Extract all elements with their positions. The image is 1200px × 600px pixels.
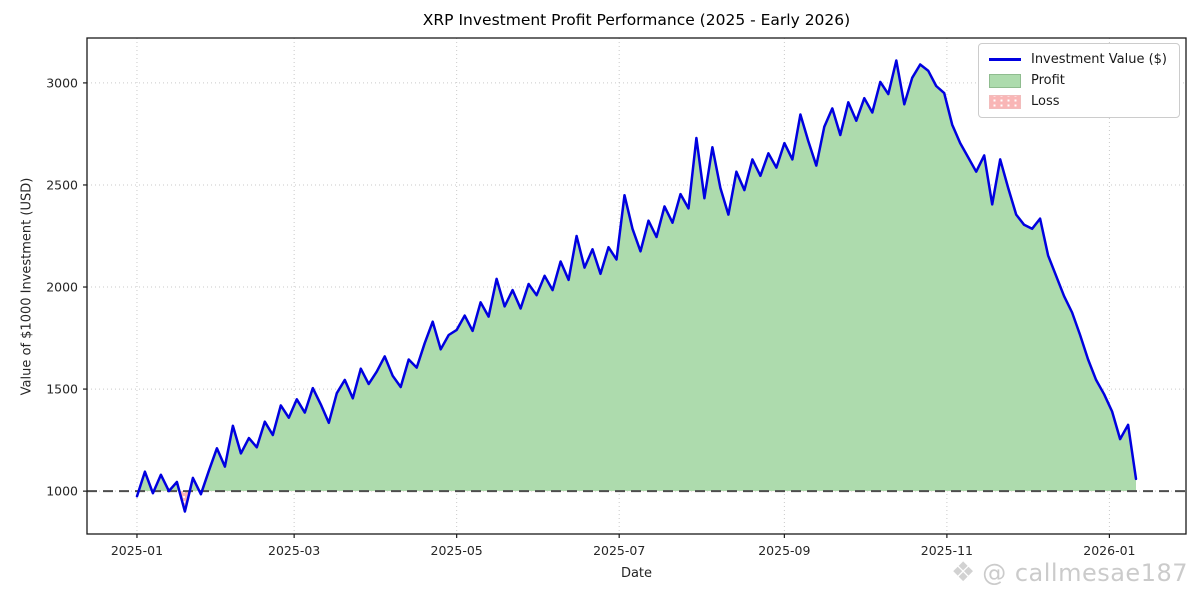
- y-tick-label: 3000: [46, 75, 78, 90]
- y-tick-label: 2500: [46, 177, 78, 192]
- x-tick-label: 2025-05: [431, 543, 483, 558]
- legend-item-investment-value: Investment Value ($): [988, 52, 1167, 67]
- y-axis-label: Value of $1000 Investment (USD): [19, 177, 35, 396]
- legend-label: Loss: [1030, 94, 1060, 109]
- y-tick-label: 1000: [46, 484, 78, 499]
- profit-area: [137, 60, 1136, 492]
- x-tick-label: 2025-11: [921, 543, 973, 558]
- x-tick-label: 2025-09: [758, 543, 810, 558]
- x-tick-label: 2025-03: [268, 543, 320, 558]
- plot-border: [86, 37, 1187, 535]
- legend-item-profit: Profit: [988, 73, 1167, 88]
- x-tick-label: 2025-01: [111, 543, 163, 558]
- legend-item-loss: Loss: [988, 94, 1167, 109]
- y-tick-label: 1500: [46, 382, 78, 397]
- diamond-logo-icon: ❖: [950, 557, 976, 588]
- chart-title: XRP Investment Profit Performance (2025 …: [422, 11, 851, 29]
- x-tick-label: 2026-01: [1083, 543, 1135, 558]
- legend-label: Profit: [1030, 73, 1065, 88]
- legend-line-sample-icon: [988, 53, 1021, 67]
- axis-ticks: 2025-01 2025-03 2025-05 2025-07 2025-09 2025-…: [46, 75, 1135, 558]
- watermark-text: @ callmesae187: [982, 559, 1188, 587]
- legend: Investment Value ($) Profit Loss: [977, 43, 1180, 118]
- x-axis-label: Date: [620, 566, 653, 581]
- investment-value-line: [135, 59, 1138, 513]
- x-tick-label: 2025-07: [593, 543, 645, 558]
- watermark: ❖ @ callmesae187: [951, 558, 1188, 588]
- legend-patch-icon: [988, 94, 1021, 109]
- legend-label: Investment Value ($): [1030, 52, 1167, 67]
- legend-patch-icon: [988, 73, 1021, 88]
- y-tick-label: 2000: [46, 280, 78, 295]
